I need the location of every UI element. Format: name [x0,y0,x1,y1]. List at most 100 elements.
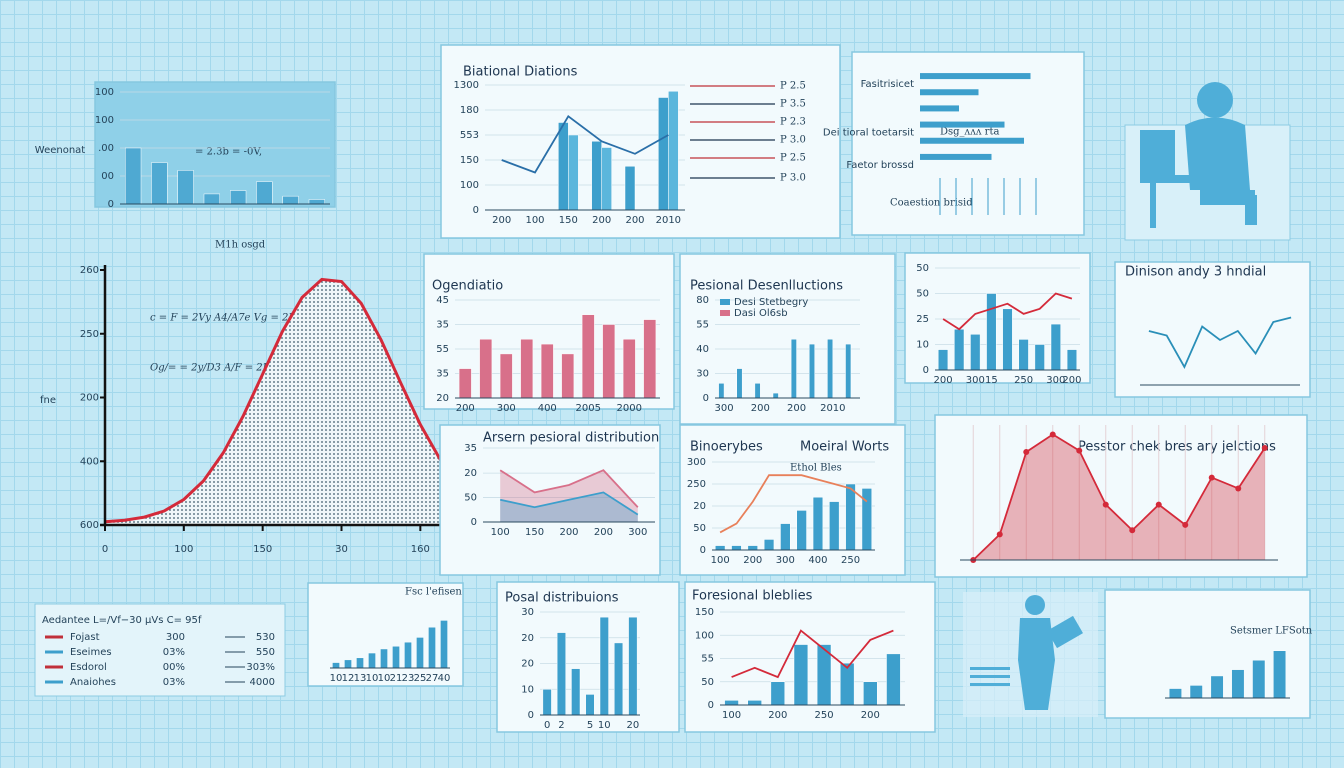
annotation: Coaestion brisid [890,198,973,209]
x-tick-label: 2 [558,720,564,731]
bar [827,338,834,399]
y-tick-label: 250 [80,329,99,340]
bar [591,141,602,211]
bar [540,343,554,399]
bar [344,659,352,669]
bar [772,392,779,399]
x-tick-label: 200 [559,527,578,538]
x-tick-label: 2010 [820,403,845,414]
x-tick-label: 100 [491,527,510,538]
y-tick-label: 20 [693,501,706,512]
bar [731,545,742,551]
bar [368,652,376,669]
table-cell: 530 [256,632,275,643]
point [1261,444,1268,451]
bar [970,334,981,371]
x-tick-label: 200 [768,710,787,721]
bar [571,668,581,716]
y-tick-label: Faetor brossd [846,160,914,171]
x-tick-label: 200 [751,403,770,414]
line [499,469,639,508]
x-tick-label: 40 [438,673,451,684]
legend-swatch [720,310,730,316]
y-tick-label: 30 [521,607,534,618]
bar [332,662,340,669]
y-axis-label: Weenonat [35,145,86,156]
bar [920,89,979,96]
bar [380,648,388,669]
y-tick-label: 20 [521,659,534,670]
y-tick-label: 80 [696,295,709,306]
table-cell: 303% [246,662,275,673]
bar [568,134,579,211]
x-tick-label: 15 [985,375,998,386]
bar [840,662,855,706]
y-tick-label: 0 [703,393,709,404]
bar [829,501,840,551]
x-tick-label: 0 [544,720,550,731]
chart-subtitle: Moeiral Worts [800,440,889,455]
bar [1252,659,1266,699]
bar [863,681,878,706]
chart: Dinison andy 3 hndial [1114,261,1311,398]
point [1102,501,1109,508]
x-tick-label: 200 [787,403,806,414]
line [1148,316,1292,370]
x-tick-label: 2000 [617,403,642,414]
bar [428,626,436,669]
bar [861,488,872,551]
table-cell: 4000 [250,677,275,688]
x-tick-label: 27 [426,673,439,684]
y-tick-label: 1300 [454,80,479,91]
bar [1168,688,1182,699]
point [1129,527,1136,534]
bar [404,641,412,669]
y-tick-label: 55 [696,320,709,331]
x-tick-label: 2005 [576,403,601,414]
bar [622,338,636,399]
bar [790,338,797,399]
annotation: P 2.5 [780,81,806,92]
line [719,474,868,534]
y-tick-label: 00 [101,171,114,182]
chart: = 2.3b = -0V,M1h osgdWeenonat100100.0000… [35,81,336,251]
bar [624,166,636,211]
y-tick-label: 40 [696,344,709,355]
bar [556,632,566,716]
x-tick-label: 300 [497,403,516,414]
bar [770,681,785,706]
x-tick-label: 100 [525,215,544,226]
person-illustration [1124,82,1291,241]
chart: Pesstor chek bres ary jelctions [934,414,1308,578]
y-tick-label: 50 [701,677,714,688]
bar [1002,308,1013,371]
table-swatch [45,665,63,669]
chart-title: Ogendiatio [432,279,503,294]
y-tick-label: 100 [95,115,114,126]
bar [1273,650,1287,699]
y-tick-label: 400 [80,456,99,467]
chart-title: Pesional Desenlluctions [690,279,843,294]
table-cell: Esdorol [70,662,107,673]
chart-title: Posal distribuions [505,591,619,606]
chart: Arsern pesioral distribution 35 20 50 0 100 15… [439,424,661,576]
y-tick-label: 150 [695,607,714,618]
x-tick-label: 400 [808,555,827,566]
bar [599,616,609,716]
y-tick-label: 600 [80,520,99,531]
y-tick-label: 50 [464,493,477,504]
table-swatch [45,635,63,639]
point [1023,449,1030,455]
annotation: Fsc l'efisen [405,587,462,598]
bar [845,483,856,551]
bar [754,383,761,399]
bar [747,700,762,706]
panel [934,414,1308,578]
bar [458,368,472,399]
bar [1066,349,1078,371]
panel [307,582,464,687]
x-tick-label: 160 [411,544,430,555]
bar [581,314,595,399]
